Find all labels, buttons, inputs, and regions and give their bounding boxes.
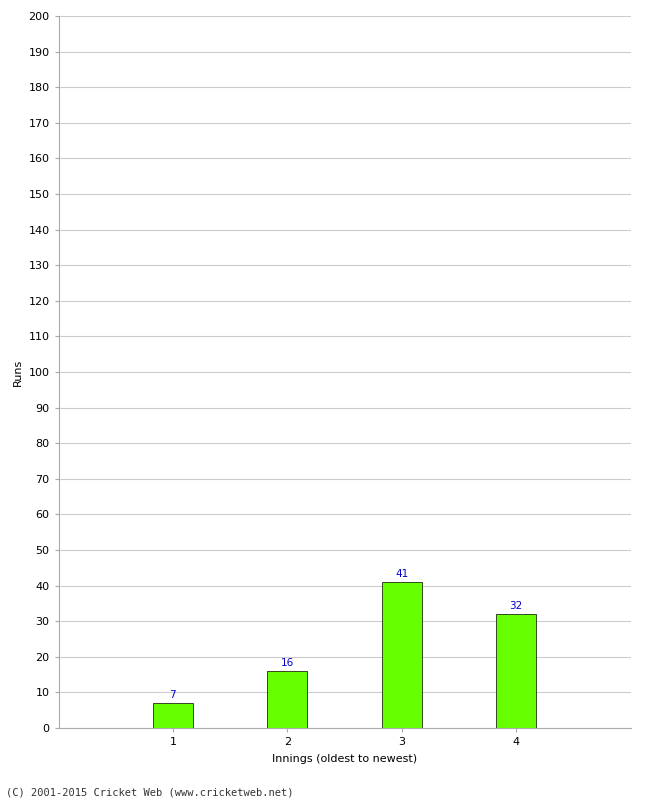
Text: (C) 2001-2015 Cricket Web (www.cricketweb.net): (C) 2001-2015 Cricket Web (www.cricketwe…	[6, 787, 294, 798]
Y-axis label: Runs: Runs	[13, 358, 23, 386]
Bar	[496, 614, 536, 728]
Text: 7: 7	[170, 690, 176, 700]
X-axis label: Innings (oldest to newest): Innings (oldest to newest)	[272, 754, 417, 764]
Text: 41: 41	[395, 569, 408, 579]
Bar	[153, 703, 193, 728]
Bar	[382, 582, 422, 728]
Text: 16: 16	[281, 658, 294, 668]
Text: 32: 32	[510, 602, 523, 611]
Bar	[267, 671, 307, 728]
